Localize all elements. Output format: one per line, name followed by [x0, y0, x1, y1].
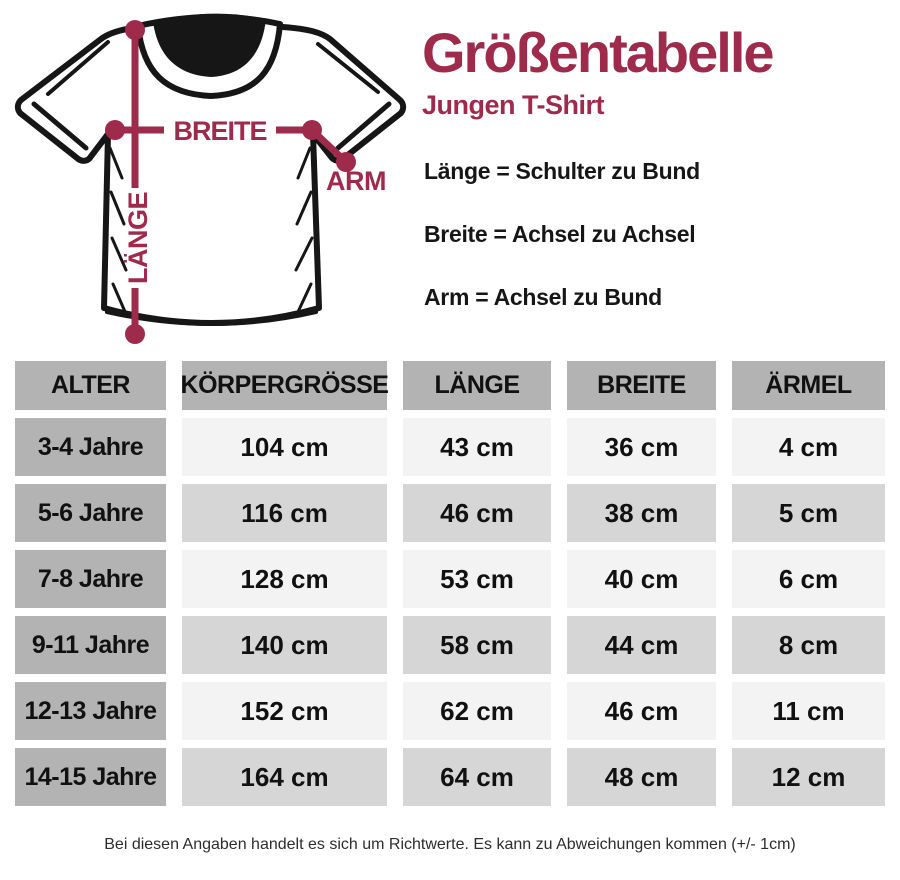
- tshirt-fold-marks: [108, 146, 314, 316]
- table-cell: 152 cm: [182, 682, 387, 740]
- table-cell: 53 cm: [403, 550, 551, 608]
- size-table: ALTER KÖRPERGRÖSSE LÄNGE BREITE ÄRMEL 3-4 Jah…: [15, 361, 885, 806]
- column-header: ALTER: [15, 361, 166, 410]
- table-cell: 38 cm: [567, 484, 716, 542]
- table-cell: 12 cm: [732, 748, 885, 806]
- measure-dot: [302, 120, 322, 140]
- measure-dots: [105, 20, 356, 344]
- table-cell: 64 cm: [403, 748, 551, 806]
- table-cell: 43 cm: [403, 418, 551, 476]
- table-cell: 58 cm: [403, 616, 551, 674]
- table-cell: 40 cm: [567, 550, 716, 608]
- tshirt-diagram: BREITE ARM LÄNGE: [14, 13, 407, 344]
- disclaimer-text: Bei diesen Angaben handelt es sich um Ri…: [104, 836, 796, 853]
- row-header-cell: 14-15 Jahre: [15, 748, 166, 806]
- definition-arm: Arm = Achsel zu Bund: [424, 284, 662, 310]
- table-cell: 4 cm: [732, 418, 885, 476]
- table-cell: 44 cm: [567, 616, 716, 674]
- table-cell: 116 cm: [182, 484, 387, 542]
- table-cell: 140 cm: [182, 616, 387, 674]
- table-cell: 164 cm: [182, 748, 387, 806]
- measurement-definitions: Länge = Schulter zu Bund Breite = Achsel…: [424, 158, 700, 347]
- arm-label: ARM: [326, 166, 386, 196]
- laenge-label: LÄNGE: [123, 192, 153, 284]
- table-cell: 48 cm: [567, 748, 716, 806]
- row-header-cell: 5-6 Jahre: [15, 484, 166, 542]
- table-cell: 11 cm: [732, 682, 885, 740]
- definition-breite: Breite = Achsel zu Achsel: [424, 221, 696, 247]
- measure-dot: [336, 152, 356, 172]
- column-header: KÖRPERGRÖSSE: [181, 361, 389, 410]
- measure-dot: [105, 120, 125, 140]
- column-header: LÄNGE: [403, 361, 551, 410]
- table-cell: 46 cm: [403, 484, 551, 542]
- table-cell: 46 cm: [567, 682, 716, 740]
- row-header-cell: 3-4 Jahre: [15, 418, 166, 476]
- table-cell: 128 cm: [182, 550, 387, 608]
- table-cell: 36 cm: [567, 418, 716, 476]
- table-cell: 6 cm: [732, 550, 885, 608]
- row-header-cell: 9-11 Jahre: [15, 616, 166, 674]
- measure-dot: [125, 324, 145, 344]
- column-header: ÄRMEL: [732, 361, 885, 410]
- page-title: Größentabelle: [422, 21, 775, 84]
- table-cell: 8 cm: [732, 616, 885, 674]
- measure-dot: [125, 20, 145, 40]
- breite-label: BREITE: [173, 116, 266, 146]
- header-block: Größentabelle Jungen T-Shirt: [422, 24, 894, 121]
- tshirt-neck-opening: [153, 13, 266, 78]
- page-subtitle: Jungen T-Shirt: [422, 90, 605, 121]
- column-header: BREITE: [567, 361, 716, 410]
- table-cell: 5 cm: [732, 484, 885, 542]
- table-cell: 104 cm: [182, 418, 387, 476]
- row-header-cell: 7-8 Jahre: [15, 550, 166, 608]
- definition-laenge: Länge = Schulter zu Bund: [424, 158, 700, 184]
- row-header-cell: 12-13 Jahre: [15, 682, 166, 740]
- table-cell: 62 cm: [403, 682, 551, 740]
